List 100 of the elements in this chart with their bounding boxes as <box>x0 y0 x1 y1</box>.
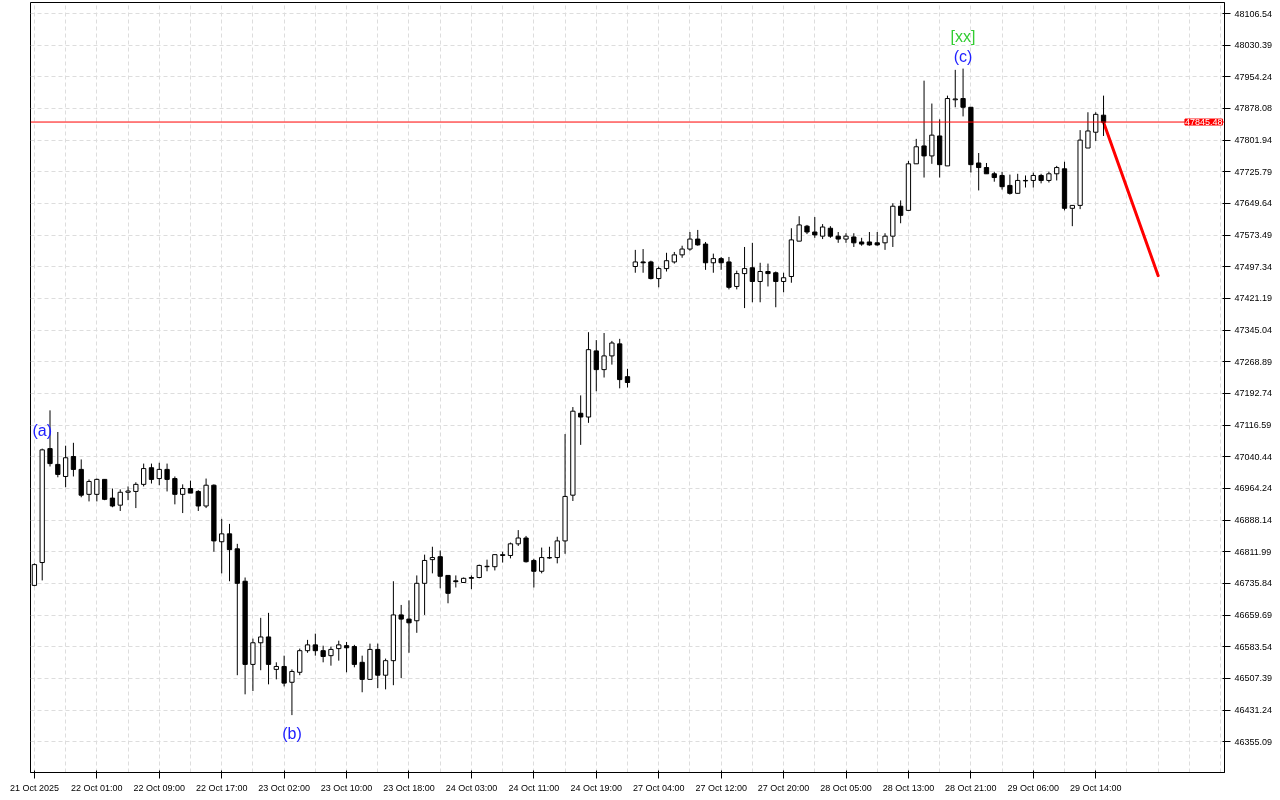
candlestick <box>960 68 966 117</box>
candlestick <box>484 559 490 572</box>
candlestick <box>593 339 599 392</box>
candlestick <box>351 644 358 668</box>
y-tick-label: 47345.04 <box>1234 325 1273 336</box>
y-tick-label: 48106.54 <box>1234 8 1273 19</box>
x-tick-label: 27 Oct 04:00 <box>632 782 685 793</box>
y-tick-label: 47801.94 <box>1234 135 1273 146</box>
candlestick <box>258 617 264 671</box>
candlestick <box>133 481 139 509</box>
candlestick <box>734 270 740 290</box>
candlestick <box>554 536 560 564</box>
y-tick-label: 47421.19 <box>1234 293 1273 304</box>
x-tick-label: 27 Oct 12:00 <box>695 782 747 793</box>
ref-line-label: 47845.48 <box>1184 117 1223 128</box>
candlestick <box>523 535 529 564</box>
candlestick <box>437 549 443 589</box>
candlestick <box>1069 204 1075 227</box>
y-tick-label: 47497.34 <box>1234 261 1273 272</box>
x-tick-label: 23 Oct 18:00 <box>383 782 435 793</box>
y-tick-label: 46507.39 <box>1234 673 1273 684</box>
candlestick <box>164 463 170 492</box>
candlestick <box>226 523 233 582</box>
candlestick <box>382 658 389 690</box>
y-tick-label: 46811.99 <box>1234 546 1272 557</box>
candlestick <box>718 256 724 271</box>
candlestick <box>780 272 787 293</box>
candlestick <box>929 103 935 165</box>
x-tick-label: 28 Oct 05:00 <box>820 782 872 793</box>
candlestick <box>297 648 303 676</box>
candlestick <box>812 216 818 239</box>
candlestick <box>913 138 919 165</box>
candlestick <box>406 599 412 654</box>
x-tick-label: 22 Oct 01:00 <box>71 782 123 793</box>
candlestick <box>601 332 607 379</box>
y-tick-label: 48030.39 <box>1234 40 1273 51</box>
candlestick <box>702 241 709 271</box>
candlestick <box>741 246 748 309</box>
candlestick <box>156 462 162 486</box>
candlestick <box>843 232 849 244</box>
x-tick-label: 28 Oct 13:00 <box>882 782 935 793</box>
x-tick-label: 23 Oct 02:00 <box>258 782 310 793</box>
candlestick <box>445 574 451 604</box>
annotation: (c) <box>953 48 973 66</box>
candlestick <box>749 242 756 303</box>
candlestick <box>125 485 131 501</box>
y-tick-label: 47878.08 <box>1234 103 1273 114</box>
candlestick <box>203 478 209 509</box>
candlestick <box>250 638 256 692</box>
candlestick <box>921 80 927 179</box>
candlestick <box>55 431 61 478</box>
y-tick-label: 47725.79 <box>1234 166 1273 177</box>
y-tick-label: 47268.89 <box>1234 356 1273 367</box>
candlestick <box>195 489 201 512</box>
annotation: [xx] <box>950 28 976 46</box>
y-tick-label: 47040.44 <box>1234 451 1273 462</box>
x-tick-label: 27 Oct 20:00 <box>757 782 810 793</box>
candlestick <box>1007 174 1013 196</box>
candlestick <box>70 442 77 477</box>
y-tick-label: 46888.14 <box>1234 515 1273 526</box>
y-tick-label: 46431.24 <box>1234 705 1273 716</box>
candlestick <box>172 475 178 505</box>
candlestick <box>632 249 638 274</box>
candlestick <box>757 262 763 303</box>
x-tick-label: 29 Oct 06:00 <box>1007 782 1060 793</box>
candlestick <box>765 263 771 287</box>
candlestick <box>578 394 584 446</box>
candlestick <box>398 604 404 679</box>
candlestick <box>1093 111 1099 142</box>
candlestick <box>952 69 958 108</box>
candlestick <box>773 271 779 308</box>
candlestick <box>1085 111 1091 149</box>
x-tick-label: 24 Oct 19:00 <box>570 782 623 793</box>
candlestick <box>1015 173 1021 194</box>
y-tick-label: 47649.64 <box>1234 198 1273 209</box>
x-tick-label: 24 Oct 03:00 <box>445 782 498 793</box>
x-tick-label: 22 Oct 09:00 <box>133 782 186 793</box>
y-tick-label: 46735.84 <box>1234 578 1273 589</box>
y-tick-label: 46355.09 <box>1234 736 1273 747</box>
candlestick <box>640 248 646 274</box>
candlestick <box>421 554 428 616</box>
candlestick <box>609 340 615 366</box>
candlestick <box>531 558 537 588</box>
candlestick <box>289 668 295 716</box>
candlestick <box>141 463 147 487</box>
candlestick <box>320 645 326 663</box>
candlestick <box>1022 174 1029 189</box>
candlestick <box>624 368 631 388</box>
x-tick-label: 23 Oct 10:00 <box>320 782 373 793</box>
x-tick-label: 21 Oct 2025 <box>9 782 59 793</box>
candlestick <box>976 152 982 191</box>
candlestick <box>656 266 662 288</box>
candlestick <box>343 641 350 673</box>
y-tick-label: 47954.24 <box>1234 71 1273 82</box>
candlestick <box>219 518 225 574</box>
candlestick <box>882 232 888 251</box>
y-tick-label: 46659.69 <box>1234 610 1273 621</box>
candlestick <box>539 547 545 574</box>
y-tick-label: 46583.54 <box>1234 641 1273 652</box>
candlestick <box>336 640 342 662</box>
